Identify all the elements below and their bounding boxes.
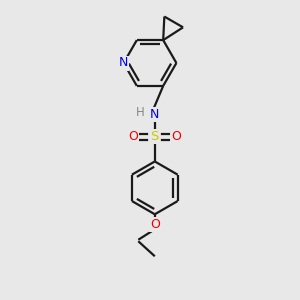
Text: S: S <box>151 130 159 143</box>
Text: O: O <box>150 218 160 231</box>
Text: N: N <box>119 56 128 70</box>
Text: H: H <box>136 106 145 119</box>
Text: N: N <box>150 108 160 121</box>
Text: O: O <box>128 130 138 143</box>
Text: O: O <box>172 130 181 143</box>
